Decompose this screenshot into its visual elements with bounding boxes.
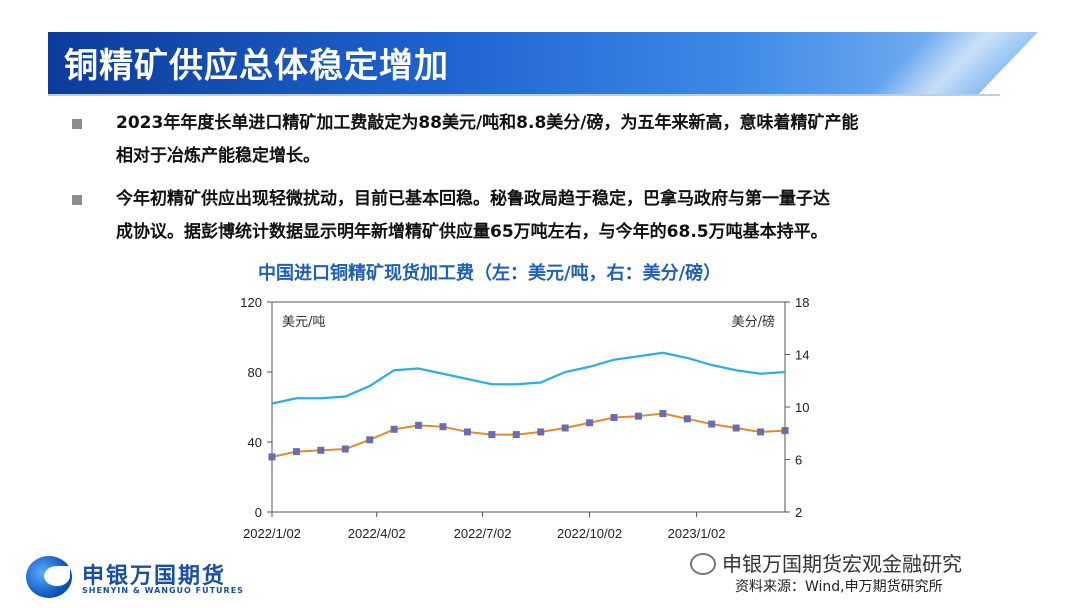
series-point-refining-fee (415, 421, 423, 429)
bullet-1-line1: 2023年年度长单进口精矿加工费敲定为88美元/吨和8.8美分/磅，为五年来新高… (116, 113, 859, 133)
series-point-refining-fee (512, 431, 520, 439)
series-point-refining-fee (586, 419, 594, 427)
series-point-refining-fee (781, 427, 789, 435)
series-point-refining-fee (463, 428, 471, 436)
series-point-refining-fee (292, 448, 300, 456)
series-point-refining-fee (341, 445, 349, 453)
series-point-refining-fee (634, 412, 642, 420)
wechat-icon (690, 552, 716, 575)
title-divider (48, 94, 1000, 96)
y-tick-label: 80 (248, 365, 262, 380)
x-tick-label: 2022/1/02 (243, 526, 301, 541)
series-point-refining-fee (708, 420, 716, 428)
y2-tick-label: 2 (795, 505, 802, 520)
x-tick-label: 2022/4/02 (348, 526, 406, 541)
line-chart: 0 40 80 120 2 6 10 14 18 2022/1/02 2022/4/02 2022/7… (240, 295, 809, 541)
left-axis-unit: 美元/吨 (282, 315, 325, 330)
bullet-1: 2023年年度长单进口精矿加工费敲定为88美元/吨和8.8美分/磅，为五年来新高… (72, 107, 1032, 173)
plot-frame (271, 301, 786, 513)
series-point-refining-fee (757, 428, 765, 436)
y-tick-label: 120 (240, 295, 262, 310)
series-point-refining-fee (561, 424, 569, 432)
series-point-refining-fee (683, 415, 691, 423)
series-point-refining-fee (317, 446, 325, 454)
series-point-refining-fee (610, 414, 618, 421)
wechat-account: 申银万国期货宏观金融研究 (722, 552, 962, 576)
series-line-refining-fee (271, 412, 786, 458)
source-note: 资料来源：Wind,申万期货研究所 (735, 579, 943, 595)
banner-swoosh (858, 32, 1038, 94)
series-point-refining-fee (488, 431, 496, 439)
right-axis-unit: 美分/磅 (732, 314, 775, 330)
series-line-smelting-fee (271, 351, 786, 405)
x-tick-label: 2023/1/02 (668, 526, 726, 541)
y2-tick-label: 14 (795, 348, 809, 363)
series-point-refining-fee (732, 424, 740, 432)
bullet-square-icon (72, 195, 82, 205)
y2-tick-label: 18 (795, 295, 809, 310)
logo-name-cn: 申银万国期货 (82, 564, 227, 589)
wechat-watermark: 申银万国期货宏观金融研究 (690, 548, 962, 577)
series-point-refining-fee (366, 436, 374, 444)
series-point-refining-fee (439, 423, 447, 431)
series-point-refining-fee (390, 425, 398, 433)
bullet-1-line2: 相对于冶炼产能稳定增长。 (116, 146, 320, 166)
logo-mark-icon (26, 556, 72, 598)
chart-title: 中国进口铜精矿现货加工费（左：美元/吨，右：美分/磅） (258, 263, 722, 284)
bullet-2: 今年初精矿供应出现轻微扰动，目前已基本回稳。秘鲁政局趋于稳定，巴拿马政府与第一量… (72, 183, 1032, 249)
title-banner (48, 32, 1038, 94)
y2-tick-label: 10 (795, 400, 809, 415)
page-title: 铜精矿供应总体稳定增加 (64, 46, 449, 86)
bullet-square-icon (72, 119, 82, 129)
series-point-refining-fee (268, 453, 276, 461)
bullet-2-line1: 今年初精矿供应出现轻微扰动，目前已基本回稳。秘鲁政局趋于稳定，巴拿马政府与第一量… (116, 189, 830, 209)
y-tick-label: 40 (248, 435, 262, 450)
series-point-refining-fee (537, 428, 545, 436)
company-logo: 申银万国期货 SHENYIN & WANGUO FUTURES (20, 552, 250, 602)
logo-name-en: SHENYIN & WANGUO FUTURES (82, 586, 244, 595)
x-tick-label: 2022/10/02 (557, 526, 622, 541)
y2-tick-label: 6 (795, 453, 802, 468)
x-tick-label: 2022/7/02 (454, 526, 512, 541)
series-point-refining-fee (659, 410, 667, 418)
bullet-2-line2: 成协议。据彭博统计数据显示明年新增精矿供应量65万吨左右，与今年的68.5万吨基… (116, 222, 828, 242)
y-tick-label: 0 (255, 505, 262, 520)
